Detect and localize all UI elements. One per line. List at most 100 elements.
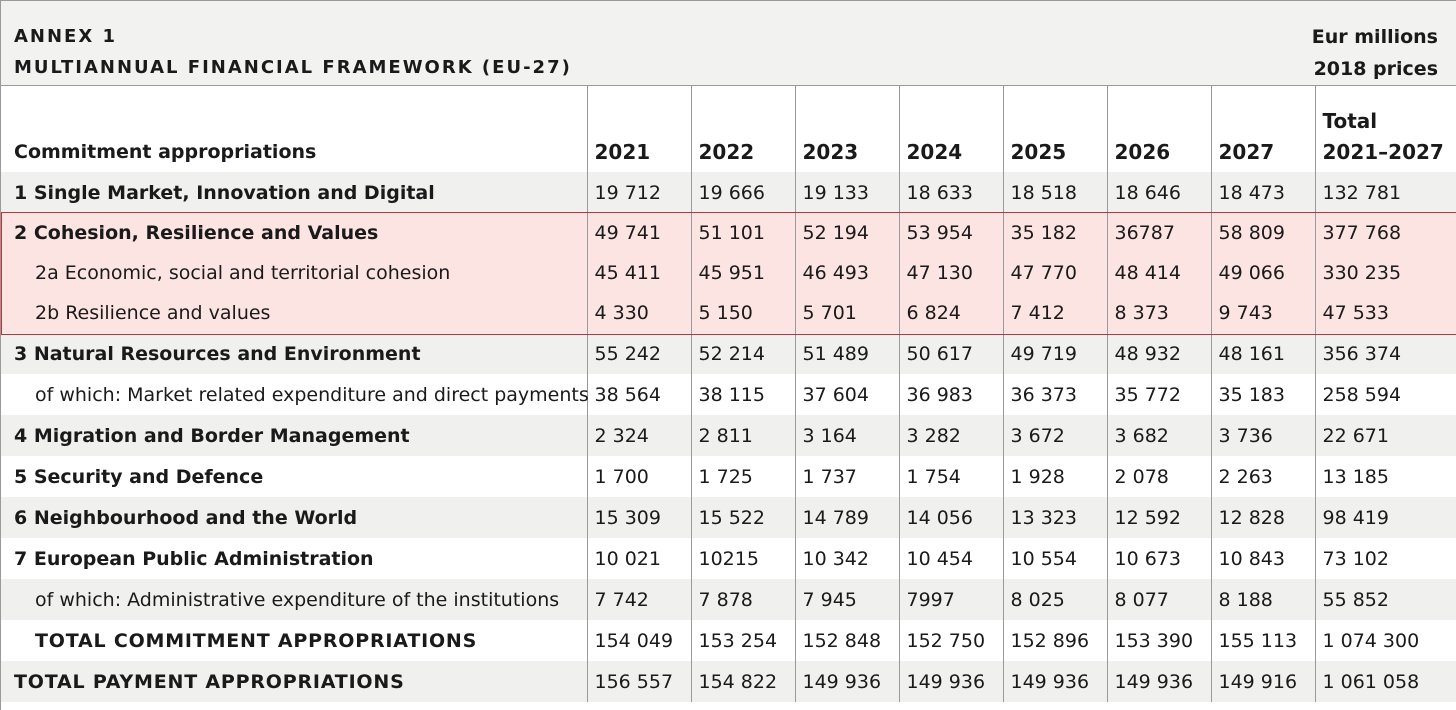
table-row: 5 Security and Defence 1 700 1 725 1 737 1 7… bbox=[1, 456, 1456, 497]
table-cell: 19 666 bbox=[690, 172, 795, 213]
row-label: 2a Economic, social and territorial cohe… bbox=[35, 262, 451, 284]
table-cell: 2 263 bbox=[1210, 456, 1315, 497]
table-cell: 10 342 bbox=[794, 538, 899, 579]
column-header-2027: 2027 bbox=[1210, 86, 1315, 172]
table-row: 6 Neighbourhood and the World 15 309 15 52… bbox=[1, 497, 1456, 538]
column-header-2021: 2021 bbox=[586, 86, 691, 172]
table-cell: 35 183 bbox=[1210, 374, 1315, 415]
table-row: TOTAL PAYMENT APPROPRIATIONS 156 557 154 8… bbox=[1, 661, 1456, 702]
table-cell: 18 646 bbox=[1106, 172, 1211, 213]
table-cell: 98 419 bbox=[1314, 497, 1456, 538]
column-header-2026: 2026 bbox=[1106, 86, 1211, 172]
table-cell: 49 741 bbox=[586, 213, 691, 253]
table-cell: 4 330 bbox=[586, 293, 691, 333]
table-cell: 152 848 bbox=[794, 620, 899, 661]
annex-label: ANNEX 1 bbox=[14, 26, 118, 47]
table-row: TOTAL COMMITMENT APPROPRIATIONS 154 049 15… bbox=[1, 620, 1456, 661]
column-header-2023: 2023 bbox=[794, 86, 899, 172]
table-cell: 152 896 bbox=[1002, 620, 1107, 661]
table-cell: 55 242 bbox=[586, 333, 691, 374]
table-cell: 153 254 bbox=[690, 620, 795, 661]
table-row: 3 Natural Resources and Environment 55 24… bbox=[1, 333, 1456, 374]
table-cell: 19 133 bbox=[794, 172, 899, 213]
table-cell: 10 843 bbox=[1210, 538, 1315, 579]
table-cell: 2 078 bbox=[1106, 456, 1211, 497]
row-label: 4 Migration and Border Management bbox=[14, 424, 410, 447]
table-cell: 1 928 bbox=[1002, 456, 1107, 497]
table-cell: 10 554 bbox=[1002, 538, 1107, 579]
column-header-2022: 2022 bbox=[690, 86, 795, 172]
table-cell: 18 518 bbox=[1002, 172, 1107, 213]
table-cell: 36787 bbox=[1106, 213, 1211, 253]
table-cell: 154 822 bbox=[690, 661, 795, 702]
table-cell: 36 983 bbox=[898, 374, 1003, 415]
table-cell: 153 390 bbox=[1106, 620, 1211, 661]
table-cell: 377 768 bbox=[1314, 213, 1456, 253]
table-cell: 47 770 bbox=[1002, 253, 1107, 293]
table-row: 1 Single Market, Innovation and Digital 1… bbox=[1, 172, 1456, 213]
row-label: of which: Administrative expenditure of … bbox=[35, 588, 560, 611]
table-cell: 47 533 bbox=[1314, 293, 1456, 333]
table-cell: 3 282 bbox=[898, 415, 1003, 456]
table-cell: 18 473 bbox=[1210, 172, 1315, 213]
total-header-line2: 2021–2027 bbox=[1322, 140, 1444, 164]
table-header-banner: ANNEX 1 MULTIANNUAL FINANCIAL FRAMEWORK … bbox=[1, 0, 1456, 86]
table-row: 2a Economic, social and territorial cohe… bbox=[1, 253, 1456, 293]
table-cell: 7 878 bbox=[690, 579, 795, 620]
table-cell: 37 604 bbox=[794, 374, 899, 415]
table-row: of which: Market related expenditure and… bbox=[1, 374, 1456, 415]
table-cell: 18 633 bbox=[898, 172, 1003, 213]
table-cell: 48 932 bbox=[1106, 333, 1211, 374]
table-cell: 38 115 bbox=[690, 374, 795, 415]
table-cell: 2 811 bbox=[690, 415, 795, 456]
table-cell: 35 772 bbox=[1106, 374, 1211, 415]
table-cell: 46 493 bbox=[794, 253, 899, 293]
table-cell: 12 828 bbox=[1210, 497, 1315, 538]
table-cell: 48 414 bbox=[1106, 253, 1211, 293]
table-cell: 52 194 bbox=[794, 213, 899, 253]
row-label: 2b Resilience and values bbox=[35, 302, 271, 324]
column-header-2024: 2024 bbox=[898, 86, 1003, 172]
table-cell: 1 700 bbox=[586, 456, 691, 497]
table-cell: 19 712 bbox=[586, 172, 691, 213]
table-cell: 45 411 bbox=[586, 253, 691, 293]
table-cell: 36 373 bbox=[1002, 374, 1107, 415]
table-cell: 154 049 bbox=[586, 620, 691, 661]
table-cell: 52 214 bbox=[690, 333, 795, 374]
column-header-row: Commitment appropriations 2021 2022 2023… bbox=[1, 86, 1456, 172]
table-cell: 1 074 300 bbox=[1314, 620, 1456, 661]
column-header-2025: 2025 bbox=[1002, 86, 1107, 172]
table-cell: 51 489 bbox=[794, 333, 899, 374]
table-cell: 12 592 bbox=[1106, 497, 1211, 538]
table-cell: 7 742 bbox=[586, 579, 691, 620]
table-cell: 149 936 bbox=[1106, 661, 1211, 702]
table-cell: 356 374 bbox=[1314, 333, 1456, 374]
table-cell: 73 102 bbox=[1314, 538, 1456, 579]
table-cell: 10 673 bbox=[1106, 538, 1211, 579]
table-cell: 55 852 bbox=[1314, 579, 1456, 620]
table-cell: 3 164 bbox=[794, 415, 899, 456]
table-cell: 10215 bbox=[690, 538, 795, 579]
table-cell: 35 182 bbox=[1002, 213, 1107, 253]
table-cell: 149 936 bbox=[898, 661, 1003, 702]
table-cell: 5 150 bbox=[690, 293, 795, 333]
column-header-total: Total 2021–2027 bbox=[1314, 86, 1456, 172]
table-cell: 155 113 bbox=[1210, 620, 1315, 661]
table-cell: 1 737 bbox=[794, 456, 899, 497]
row-label: 3 Natural Resources and Environment bbox=[14, 342, 421, 365]
table-cell: 51 101 bbox=[690, 213, 795, 253]
table-cell: 50 617 bbox=[898, 333, 1003, 374]
table-cell: 8 077 bbox=[1106, 579, 1211, 620]
table-cell: 47 130 bbox=[898, 253, 1003, 293]
table-title: MULTIANNUAL FINANCIAL FRAMEWORK (EU-27) bbox=[14, 57, 572, 78]
table-row: 2b Resilience and values 4 330 5 150 5 701 6… bbox=[1, 293, 1456, 333]
table-cell: 49 719 bbox=[1002, 333, 1107, 374]
row-label: of which: Market related expenditure and… bbox=[35, 383, 589, 406]
table-cell: 149 916 bbox=[1210, 661, 1315, 702]
table-cell: 7 412 bbox=[1002, 293, 1107, 333]
table-cell: 22 671 bbox=[1314, 415, 1456, 456]
row-label: 2 Cohesion, Resilience and Values bbox=[14, 222, 379, 244]
table-cell: 14 789 bbox=[794, 497, 899, 538]
table-cell: 49 066 bbox=[1210, 253, 1315, 293]
row-label: 6 Neighbourhood and the World bbox=[14, 506, 358, 529]
